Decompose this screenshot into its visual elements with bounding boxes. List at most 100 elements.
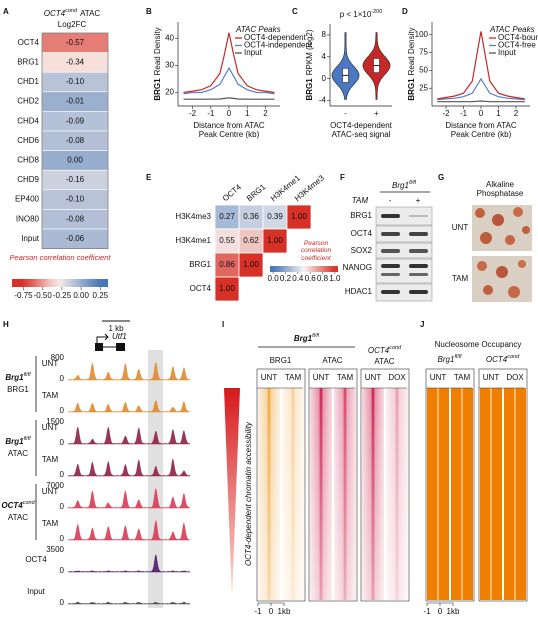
y-tick-label: 0 [322,74,327,83]
genotype-header-part: Brg1 [294,334,313,343]
exon [95,343,103,351]
coverage-track [68,361,190,380]
group-genotype-part: cond [389,345,402,351]
lane-label: - [389,196,392,205]
row-label: OCT4 [18,38,40,47]
violin [331,32,360,100]
group-label: ATAC [8,513,28,522]
coverage-track [68,426,190,444]
cell-value: 0.86 [219,260,235,269]
column-label: BRG1 [245,182,268,203]
legend-label: OCT4-dependent [244,33,307,42]
x-axis-label: ATAC-seq signal [332,130,391,139]
row-label: EP400 [15,195,40,204]
colorbar-tick-label: -0.50 [34,291,53,300]
blot-strip [375,206,433,226]
column-label: TAM [285,373,302,382]
x-tick-label: 1kb [278,607,291,616]
coverage-track [68,554,190,572]
group-label: BRG1 [270,356,292,365]
y-tick-label: 75 [419,48,428,57]
legend-label: OCT4-bound [498,33,538,42]
p-value-part: p < 1×10 [340,10,372,19]
coverage-track [68,520,190,540]
colorbar-tick-label: 0.6 [305,274,317,283]
x-tick-label: 0 [227,109,232,118]
panel-letter: J [420,320,424,329]
cell-value: 1.00 [267,236,283,245]
panel-letter: D [402,7,408,16]
x-tick-label: 0 [479,109,484,118]
line-series [183,97,275,100]
blot-strip [375,283,433,302]
group-genotype-part: Brg1 [438,355,455,364]
group-genotype-part: fl/fl [24,372,32,378]
group-genotype: Brg1fl/fl [5,436,31,446]
heatmap-fade [386,388,408,600]
heatmap-fade [258,388,280,600]
colorbar [270,266,338,272]
panel-letter: A [3,7,9,16]
colorbar-tick-label: 0.0 [268,274,280,283]
track-max: 1500 [46,417,64,426]
colony [477,261,487,271]
heatmap-subtitle: Log2FC [58,20,87,29]
line-series [437,77,525,101]
western-blot: Brg1fl/fl TAM - + BRG1 OCT4 SOX2 NANOG H… [343,180,433,302]
track-zero: 0 [60,598,65,607]
row-label: INO80 [16,214,40,223]
heatmap-frame [308,368,358,602]
protein-label: OCT4 [351,229,373,238]
band [409,215,428,217]
blot-strip [375,225,433,243]
matrix-cell [286,204,312,230]
matrix-cell [262,228,288,254]
group-genotype-part: cond [23,500,36,506]
track-name: UNT [42,487,59,496]
colony [492,214,504,226]
colony [518,260,526,268]
group-genotype: OCT4cond [486,354,520,364]
coverage-track [68,601,190,604]
legend-title: ATAC Peaks [235,25,281,34]
row-label: CHD1 [17,77,39,86]
blot-strip [375,242,433,259]
colorbar-title: Pearson correlation coefficient [9,254,111,262]
heatmap [451,388,473,600]
track-zero: 0 [60,438,65,447]
band [381,249,400,253]
group-genotype: OCT4cond [368,345,402,355]
line-series [183,66,275,95]
line-series [183,32,275,94]
cell-value: 0.62 [243,236,259,245]
x-tick-label: -2 [442,109,450,118]
heatmap-fade [334,388,356,600]
cell-value: 0.55 [219,236,235,245]
colorbar-tick-label: 1.0 [329,274,341,283]
row-label: BRG1 [189,260,211,269]
y-tick-label: 30 [165,60,174,69]
coverage-track [68,458,190,476]
exon [116,343,125,351]
group-genotype-part: OCT4 [1,501,23,510]
colony [480,232,492,244]
group-genotype-part: OCT4 [368,346,390,355]
x-tick-label: 2 [263,109,268,118]
column-label: OCT4 [221,182,244,203]
y-axis-label-part: RPKM (log2) [305,29,314,75]
group-genotype-part: cond [507,354,520,360]
accessibility-wedge [224,388,240,600]
cell-value: -0.16 [66,175,85,184]
colony [508,286,520,298]
cell-value: -0.06 [66,234,85,243]
heatmap-fade [362,388,384,600]
cell-value: 1.00 [219,284,235,293]
group-label: ATAC [322,356,342,365]
colorbar-tick-label: 0.4 [292,274,304,283]
group-genotype: Brg1fl/fl [438,354,463,364]
colorbar-tick-label: 0.8 [317,274,329,283]
x-tick-label: -1 [254,607,262,616]
colorbar-tick-label: -0.25 [53,291,72,300]
column-label: UNT [365,373,382,382]
band [409,232,428,236]
